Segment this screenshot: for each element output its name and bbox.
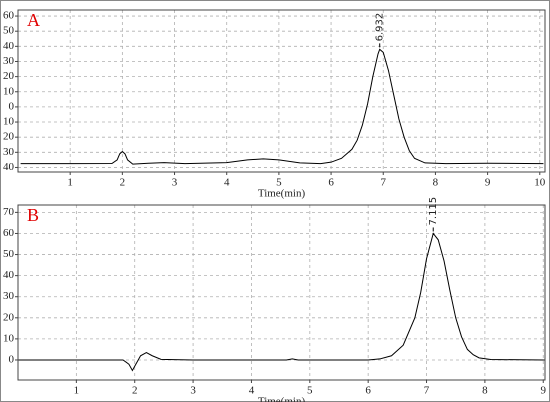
y-tick-label: 50 bbox=[3, 25, 15, 37]
x-tick-label: 8 bbox=[482, 385, 488, 397]
x-tick-label: 2 bbox=[120, 177, 126, 189]
y-tick-label: 0 bbox=[9, 354, 15, 366]
y-tick-label: 30 bbox=[3, 146, 15, 158]
plot-frame bbox=[17, 9, 546, 173]
x-tick-label: 8 bbox=[433, 177, 439, 189]
y-tick-label: 10 bbox=[3, 85, 15, 97]
x-tick-label: 4 bbox=[249, 385, 255, 397]
panel-label: B bbox=[27, 205, 39, 225]
peak-label: 6.932 bbox=[375, 13, 386, 42]
y-tick-label: 40 bbox=[3, 40, 15, 52]
y-tick-label: 40 bbox=[3, 269, 15, 281]
x-axis-label: Time(min) bbox=[258, 396, 306, 402]
y-tick-label: 0 bbox=[9, 100, 15, 112]
x-tick-label: 1 bbox=[74, 385, 80, 397]
x-tick-label: 9 bbox=[485, 177, 491, 189]
x-tick-label: 5 bbox=[276, 177, 282, 189]
x-tick-label: 3 bbox=[190, 385, 196, 397]
y-tick-label: 20 bbox=[3, 70, 15, 82]
x-tick-label: 10 bbox=[534, 177, 546, 189]
peak-label: 7.115 bbox=[428, 197, 439, 226]
y-tick-label: 60 bbox=[3, 10, 15, 22]
x-tick-label: 7 bbox=[380, 177, 386, 189]
panel-label: A bbox=[27, 10, 40, 30]
x-axis-label: Time(min) bbox=[258, 188, 306, 200]
x-tick-label: 4 bbox=[224, 177, 230, 189]
y-tick-label: 20 bbox=[3, 131, 15, 143]
y-tick-label: 50 bbox=[3, 248, 15, 260]
plot-frame bbox=[17, 204, 546, 381]
trace bbox=[20, 48, 544, 165]
x-tick-label: 3 bbox=[172, 177, 178, 189]
y-tick-label: 70 bbox=[3, 206, 15, 218]
y-tick-label: 40 bbox=[3, 161, 15, 173]
x-tick-label: 5 bbox=[307, 385, 313, 397]
x-tick-label: 7 bbox=[424, 385, 430, 397]
x-tick-label: 6 bbox=[328, 177, 334, 189]
y-tick-label: 30 bbox=[3, 55, 15, 67]
y-tick-label: 10 bbox=[3, 116, 15, 128]
y-tick-label: 10 bbox=[3, 332, 15, 344]
x-tick-label: 6 bbox=[365, 385, 371, 397]
y-tick-label: 60 bbox=[3, 227, 15, 239]
y-tick-label: 20 bbox=[3, 311, 15, 323]
x-tick-label: 9 bbox=[540, 385, 546, 397]
trace bbox=[18, 232, 545, 372]
x-tick-label: 1 bbox=[67, 177, 73, 189]
y-tick-label: 30 bbox=[3, 290, 15, 302]
x-tick-label: 2 bbox=[132, 385, 138, 397]
